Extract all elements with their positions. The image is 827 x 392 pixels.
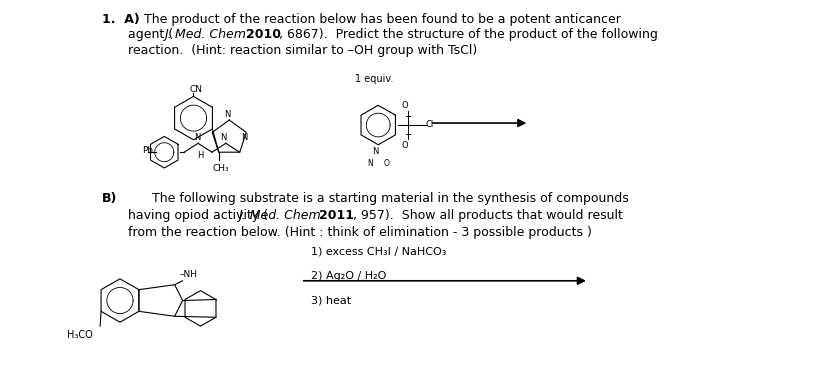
Text: J. Med. Chem.: J. Med. Chem. xyxy=(238,209,324,222)
Text: –NH: –NH xyxy=(179,270,198,279)
Text: 1) excess CH₃I / NaHCO₃: 1) excess CH₃I / NaHCO₃ xyxy=(310,246,446,256)
Text: The following substrate is a starting material in the synthesis of compounds: The following substrate is a starting ma… xyxy=(151,192,628,205)
Text: agent (: agent ( xyxy=(128,28,173,42)
Text: , 957).  Show all products that would result: , 957). Show all products that would res… xyxy=(353,209,623,222)
Text: 2) Ag₂O / H₂O: 2) Ag₂O / H₂O xyxy=(310,271,385,281)
Text: Ph: Ph xyxy=(142,146,153,155)
Text: H: H xyxy=(197,151,203,160)
Text: reaction.  (Hint: reaction similar to –OH group with TsCl): reaction. (Hint: reaction similar to –OH… xyxy=(128,44,476,57)
Text: N: N xyxy=(219,133,226,142)
Text: Med. Chem.: Med. Chem. xyxy=(174,28,249,42)
Text: N: N xyxy=(241,133,247,142)
Text: N: N xyxy=(194,133,200,142)
Text: Cl: Cl xyxy=(425,120,433,129)
Text: O: O xyxy=(401,101,408,110)
Text: CN: CN xyxy=(189,85,203,94)
Text: H₃CO: H₃CO xyxy=(67,330,93,340)
Text: 2010: 2010 xyxy=(246,28,281,42)
Text: O: O xyxy=(401,141,408,150)
Text: , 6867).  Predict the structure of the product of the following: , 6867). Predict the structure of the pr… xyxy=(279,28,657,42)
Text: 1.  A): 1. A) xyxy=(102,13,140,25)
Text: N: N xyxy=(371,147,378,156)
Text: N: N xyxy=(367,158,373,167)
Text: having opiod activity (: having opiod activity ( xyxy=(128,209,268,222)
Text: N: N xyxy=(224,110,230,119)
Text: The product of the reaction below has been found to be a potent anticancer: The product of the reaction below has be… xyxy=(144,13,620,25)
Text: 3) heat: 3) heat xyxy=(310,296,351,306)
Text: CH₃: CH₃ xyxy=(213,164,229,173)
Text: from the reaction below. (Hint : think of elimination - 3 possible products ): from the reaction below. (Hint : think o… xyxy=(128,225,591,239)
Text: B): B) xyxy=(102,192,117,205)
Text: J.: J. xyxy=(164,28,171,42)
Text: 2011: 2011 xyxy=(318,209,353,222)
Text: O: O xyxy=(383,158,389,167)
Text: 1 equiv.: 1 equiv. xyxy=(355,74,394,84)
